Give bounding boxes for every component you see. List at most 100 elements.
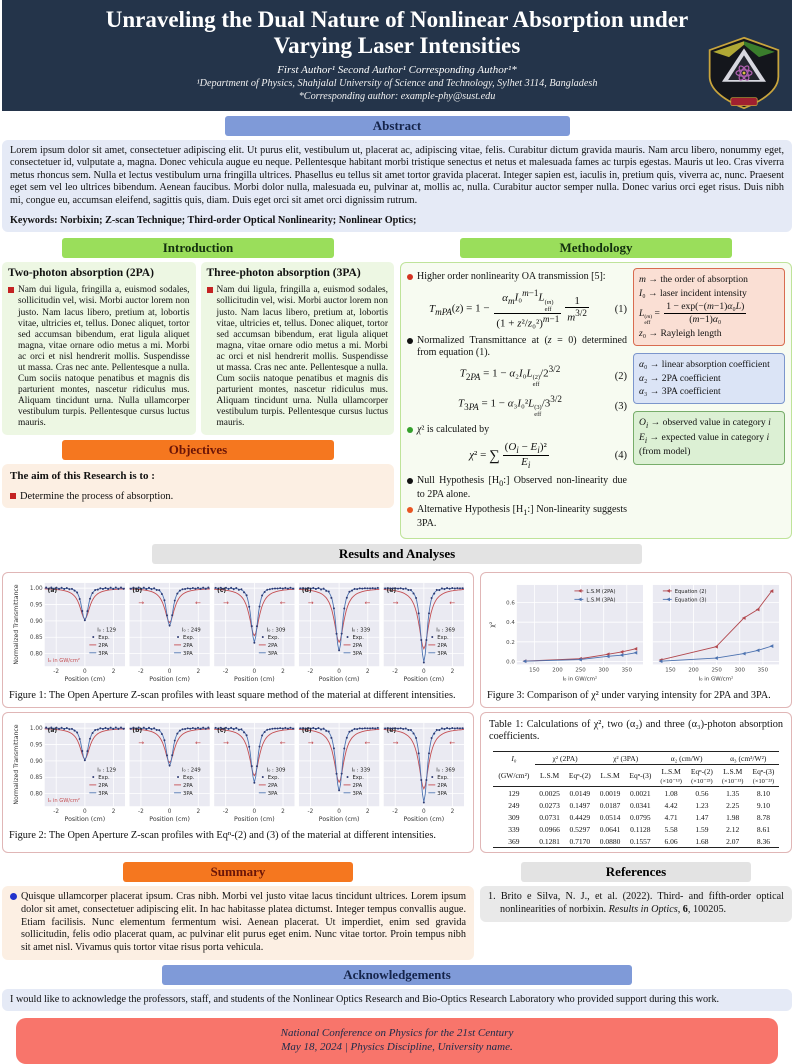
objectives-bullet: Determine the process of absorption. xyxy=(20,491,174,503)
svg-text:(a): (a) xyxy=(48,587,58,594)
svg-text:250: 250 xyxy=(575,667,586,673)
equation-2-number: (2) xyxy=(614,370,627,382)
introduction-column: Introduction Two-photon absorption (2PA)… xyxy=(2,233,394,509)
svg-text:Position (cm): Position (cm) xyxy=(65,816,106,823)
svg-text:-2: -2 xyxy=(392,669,398,675)
svg-text:L.S.M (2PA): L.S.M (2PA) xyxy=(586,589,615,595)
svg-text:0.2: 0.2 xyxy=(506,640,515,646)
def-line: L (m) eff = 1 − exp(−(m−1)α₀L) (m−1)α₀ xyxy=(639,300,747,327)
footer-line-1: National Conference on Physics for the 2… xyxy=(280,1026,514,1039)
svg-text:Position (cm): Position (cm) xyxy=(404,816,445,823)
svg-text:(e): (e) xyxy=(387,726,397,733)
bullet-square-icon xyxy=(8,287,14,294)
authors-line: First Author¹ Second Author¹ Correspondi… xyxy=(277,63,517,76)
svg-text:0.4: 0.4 xyxy=(506,620,515,626)
methodology-column: Methodology Higher order nonlinearity OA… xyxy=(400,233,792,540)
svg-text:3PA: 3PA xyxy=(98,790,108,796)
svg-text:(a): (a) xyxy=(48,726,58,733)
svg-text:3PA: 3PA xyxy=(183,651,193,657)
intro-methodology-row: Introduction Two-photon absorption (2PA)… xyxy=(2,233,792,540)
abstract-box: Lorem ipsum dolor sit amet, consectetuer… xyxy=(2,139,792,233)
affiliation-line: ¹Department of Physics, Shahjalal Univer… xyxy=(196,77,598,89)
svg-text:→: → xyxy=(308,599,314,607)
svg-text:←: ← xyxy=(365,599,371,607)
reference-item: 1. Brito e Silva, N. J., et al. (2022). … xyxy=(488,891,784,915)
svg-text:(c): (c) xyxy=(217,726,226,733)
svg-text:0.85: 0.85 xyxy=(30,635,43,641)
objectives-box: The aim of this Research is to : Determi… xyxy=(2,463,394,509)
figure1-caption: Figure 1: The Open Aperture Z-scan profi… xyxy=(9,690,456,702)
equation-2: T2PA = 1 − α₂I₀L (2) eff/23/2 xyxy=(459,363,561,389)
svg-text:0: 0 xyxy=(253,809,257,815)
svg-text:0: 0 xyxy=(83,809,87,815)
svg-text:0: 0 xyxy=(168,809,172,815)
summary-references-row: Summary Quisque ullamcorper placerat ips… xyxy=(2,857,792,960)
def-line: m → the order of absorption xyxy=(639,274,748,286)
svg-text:Exp.: Exp. xyxy=(437,775,449,781)
svg-text:2: 2 xyxy=(451,809,455,815)
svg-text:-2: -2 xyxy=(53,669,59,675)
svg-text:←: ← xyxy=(449,738,455,746)
definitions-box-2: α₀ → linear absorption coefficient α₂ → … xyxy=(633,353,785,405)
svg-text:I₀ in GW/cm²: I₀ in GW/cm² xyxy=(562,675,597,682)
svg-text:Position (cm): Position (cm) xyxy=(149,676,190,683)
methodology-bullet-1: Higher order nonlinearity OA transmissio… xyxy=(417,271,606,283)
svg-text:3PA: 3PA xyxy=(437,651,447,657)
svg-text:Exp.: Exp. xyxy=(98,775,110,781)
svg-text:→: → xyxy=(393,599,399,607)
three-photon-body: Nam dui ligula, fringilla a, euismod sod… xyxy=(216,285,389,429)
svg-text:0: 0 xyxy=(83,669,87,675)
section-header-objectives: Objectives xyxy=(62,439,334,460)
table1-box: Table 1: Calculations of χ², two (α₂) an… xyxy=(480,711,792,854)
svg-text:Equation (3): Equation (3) xyxy=(675,597,707,603)
equation-1: TmPA(z) = 1 − αmI₀m−1L (m) eff (1 + z²/z₀²)… xyxy=(429,288,589,330)
section-header-abstract: Abstract xyxy=(224,115,570,136)
svg-text:1.00: 1.00 xyxy=(30,726,43,732)
svg-text:2PA: 2PA xyxy=(183,782,193,788)
svg-text:2PA: 2PA xyxy=(437,782,447,788)
svg-text:→: → xyxy=(138,738,144,746)
svg-text:150: 150 xyxy=(529,667,540,673)
svg-text:←: ← xyxy=(195,599,201,607)
svg-text:0.90: 0.90 xyxy=(30,619,43,625)
references-box: 1. Brito e Silva, N. J., et al. (2022). … xyxy=(480,886,792,922)
svg-text:I₀ : 369: I₀ : 369 xyxy=(436,628,455,634)
section-header-references: References xyxy=(521,862,751,883)
bullet-dot-icon xyxy=(407,274,413,281)
svg-text:χ²: χ² xyxy=(489,622,496,628)
svg-text:I₀ : 309: I₀ : 309 xyxy=(267,628,286,634)
svg-text:-2: -2 xyxy=(223,809,229,815)
section-header-introduction: Introduction xyxy=(62,238,334,259)
definitions-box-1: m → the order of absorption I₀ → laser i… xyxy=(633,268,785,347)
svg-text:3PA: 3PA xyxy=(268,651,278,657)
poster-header: Unraveling the Dual Nature of Nonlinear … xyxy=(2,0,792,111)
svg-text:→: → xyxy=(308,738,314,746)
equation-1-number: (1) xyxy=(614,303,627,315)
svg-text:2PA: 2PA xyxy=(268,643,278,649)
equation-3-number: (3) xyxy=(614,400,627,412)
svg-text:2PA: 2PA xyxy=(352,643,362,649)
figure1-box: Normalized Transmittance 1.00 0.95 0.90 0.85… xyxy=(2,572,474,708)
figures-row-2: Normalized Transmittance 1.00 0.95 0.90 0.85… xyxy=(2,711,792,854)
svg-text:→: → xyxy=(393,738,399,746)
svg-text:I₀ in GW/cm²: I₀ in GW/cm² xyxy=(48,658,80,664)
svg-text:(e): (e) xyxy=(387,587,397,594)
svg-text:Exp.: Exp. xyxy=(352,775,364,781)
svg-text:350: 350 xyxy=(622,667,633,673)
abstract-body: Lorem ipsum dolor sit amet, consectetuer… xyxy=(10,144,784,207)
def-line: z₀ → Rayleigh length xyxy=(639,328,722,339)
svg-text:0.80: 0.80 xyxy=(30,791,43,797)
svg-text:200: 200 xyxy=(688,667,699,673)
svg-text:(c): (c) xyxy=(217,587,226,594)
svg-text:Exp.: Exp. xyxy=(352,635,364,641)
def-line: I₀ → laser incident intensity xyxy=(639,287,747,299)
def-line: Ei → expected value in category i (from … xyxy=(639,432,770,458)
svg-text:←: ← xyxy=(449,599,455,607)
svg-text:Position (cm): Position (cm) xyxy=(149,816,190,823)
bullet-dot-icon xyxy=(407,426,413,433)
svg-text:Position (cm): Position (cm) xyxy=(234,676,275,683)
svg-text:0: 0 xyxy=(422,809,426,815)
svg-text:-2: -2 xyxy=(392,809,398,815)
figures-row-1: Normalized Transmittance 1.00 0.95 0.90 0.85… xyxy=(2,572,792,708)
equation-4: χ² = ∑ (Oi − Ei)² Ei xyxy=(469,440,549,471)
